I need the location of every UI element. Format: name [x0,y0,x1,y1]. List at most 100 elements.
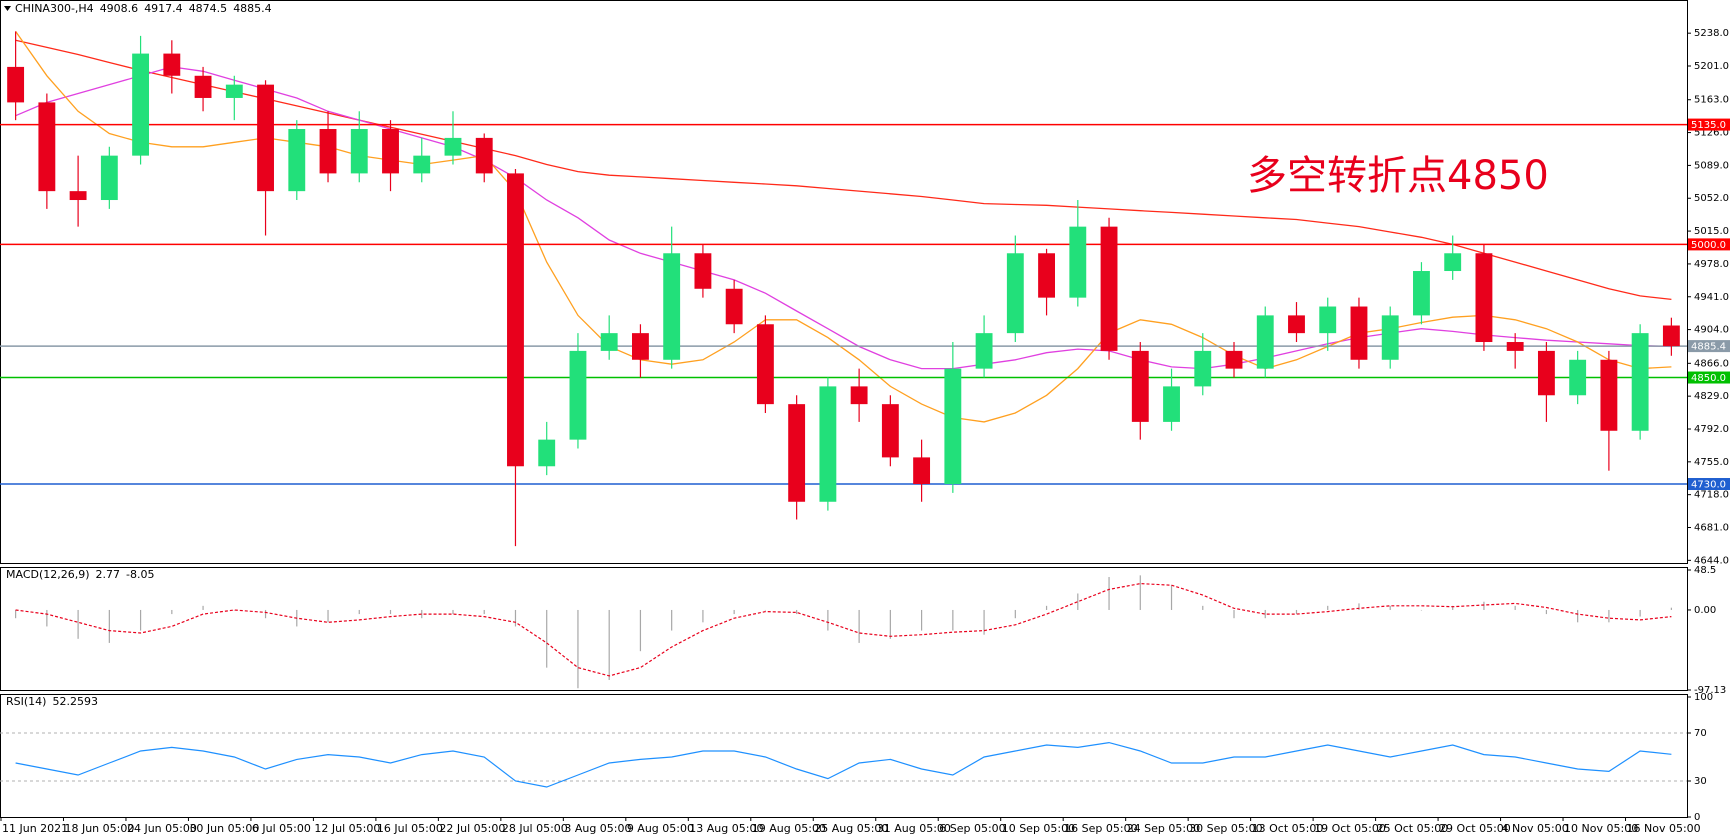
macd-bar [389,609,392,615]
macd-bar [202,605,204,610]
macd-bar [1077,593,1079,610]
annotation: 多空转折点4850 [1247,153,1549,199]
x-tick-label: 22 Jul 05:00 [439,822,505,835]
candle-body [1444,253,1462,272]
candle-body [444,137,462,156]
candle-body [538,439,556,467]
y-tick-label: 4941.0 [1694,292,1729,303]
macd-bar [1608,609,1610,623]
candle-body [1413,271,1430,316]
candle-body [1350,306,1368,360]
macd-bar [46,609,48,627]
candle-body [194,75,212,98]
level-label-box [1688,478,1730,491]
candle-body [913,457,931,485]
macd-bar [421,609,423,619]
candle-body [1631,333,1649,431]
candle-body [944,368,962,485]
x-tick-label: 10 Sep 05:00 [1002,822,1075,835]
candle-body [1163,386,1180,422]
x-tick-label: 16 Jul 05:00 [377,822,443,835]
y-tick-label: 30 [1694,776,1707,787]
x-tick-label: 25 Oct 05:00 [1377,822,1449,835]
candle-body [1225,350,1243,369]
ohlc-value: 4917.4 [144,2,183,15]
level-label: 5000.0 [1691,240,1726,251]
candle-body [1288,315,1305,334]
x-tick-label: 12 Jul 05:00 [314,822,380,835]
rsi-value: 52.2593 [52,695,98,708]
x-tick-label: 24 Jun 05:00 [127,822,197,835]
candle-body [350,129,368,174]
macd-bar [608,609,610,681]
y-tick-label: 5052.0 [1694,193,1729,204]
x-tick-label: 13 Oct 05:00 [1252,822,1324,835]
symbol: CHINA300-,H4 [15,2,94,15]
y-tick-label: 4718.0 [1694,490,1729,501]
y-tick-label: 0.00 [1694,605,1716,616]
macd-bar [577,609,579,689]
y-tick-label: 4681.0 [1694,523,1729,534]
candle-body [1662,325,1680,347]
ohlc-value: 4874.5 [189,2,228,15]
candle-body [382,129,399,174]
macd-bar [1327,605,1329,610]
candle-body [1569,359,1587,396]
level-label-box [1688,371,1730,384]
candle-body [1006,253,1024,334]
macd-bar [233,609,235,611]
candle-body [413,155,431,174]
candle-body [725,288,743,325]
x-tick-label: 3 Aug 05:00 [564,822,631,835]
menu-triangle [4,6,11,11]
candle-body [288,129,306,192]
x-tick-label: 4 Nov 05:00 [1502,822,1569,835]
y-tick-label: 100 [1694,692,1713,703]
macd-bar [358,609,360,615]
y-tick-label: 5089.0 [1694,160,1729,171]
candle-body [100,155,118,201]
macd-bar [1577,609,1579,623]
macd-bar [1452,605,1454,610]
candle-body [850,386,868,405]
macd-bar [733,609,735,615]
x-tick-label: 6 Jul 05:00 [252,822,311,835]
candle-body [1475,253,1493,343]
y-tick-label: 5238.0 [1694,28,1729,39]
candle-body [694,253,712,289]
macd-bar [889,609,891,639]
macd-bar [1670,607,1672,610]
candle-body [69,191,87,201]
macd-bar [264,609,267,619]
candle-body [632,333,649,360]
macd-bar [171,609,173,615]
macd-bar [952,609,954,631]
y-tick-label: 0 [1694,812,1700,823]
macd-bar [1233,609,1235,619]
candle-body [38,102,56,192]
main-panel [0,0,1688,564]
macd-bar [77,609,79,639]
x-tick-label: 28 Jul 05:00 [502,822,568,835]
x-tick-label: 24 Sep 05:00 [1127,822,1200,835]
macd-panel [0,567,1688,691]
rsi-panel [0,694,1688,818]
macd-bar [1170,585,1173,610]
macd-value: 2.77 [96,568,121,581]
candle-body [600,333,618,351]
x-tick-label: 25 Aug 05:00 [814,822,888,835]
y-tick-label: 48.5 [1694,565,1716,576]
macd-bar [514,609,517,627]
macd-bar [139,609,142,631]
candle-body [788,404,806,502]
candle-body [1381,315,1399,360]
candle-body [163,53,181,76]
macd-bar [1139,575,1141,610]
x-tick-label: 29 Oct 05:00 [1439,822,1511,835]
candle-body [1100,226,1118,351]
ohlc-value: 4908.6 [100,2,139,15]
candle-body [819,386,837,502]
candle-body [1506,342,1524,351]
